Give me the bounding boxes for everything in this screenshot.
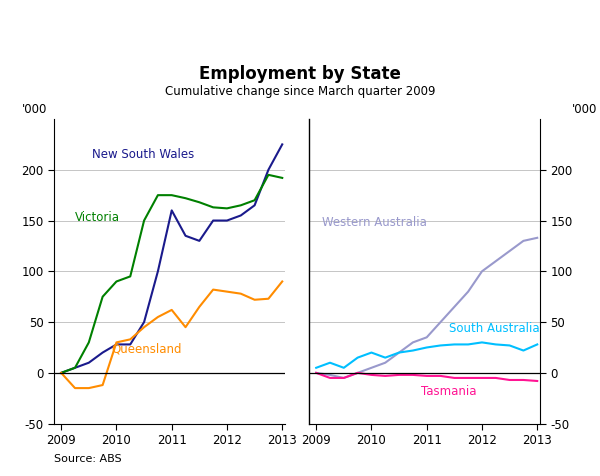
Text: Tasmania: Tasmania xyxy=(421,385,476,398)
Text: Source: ABS: Source: ABS xyxy=(54,454,122,464)
Text: Queensland: Queensland xyxy=(111,343,181,356)
Text: '000: '000 xyxy=(572,103,598,116)
Text: Cumulative change since March quarter 2009: Cumulative change since March quarter 20… xyxy=(165,85,435,98)
Text: New South Wales: New South Wales xyxy=(92,148,194,160)
Text: Victoria: Victoria xyxy=(75,210,120,224)
Text: South Australia: South Australia xyxy=(449,322,539,335)
Text: Employment by State: Employment by State xyxy=(199,65,401,83)
Text: '000: '000 xyxy=(22,103,47,116)
Text: Western Australia: Western Australia xyxy=(322,216,427,228)
